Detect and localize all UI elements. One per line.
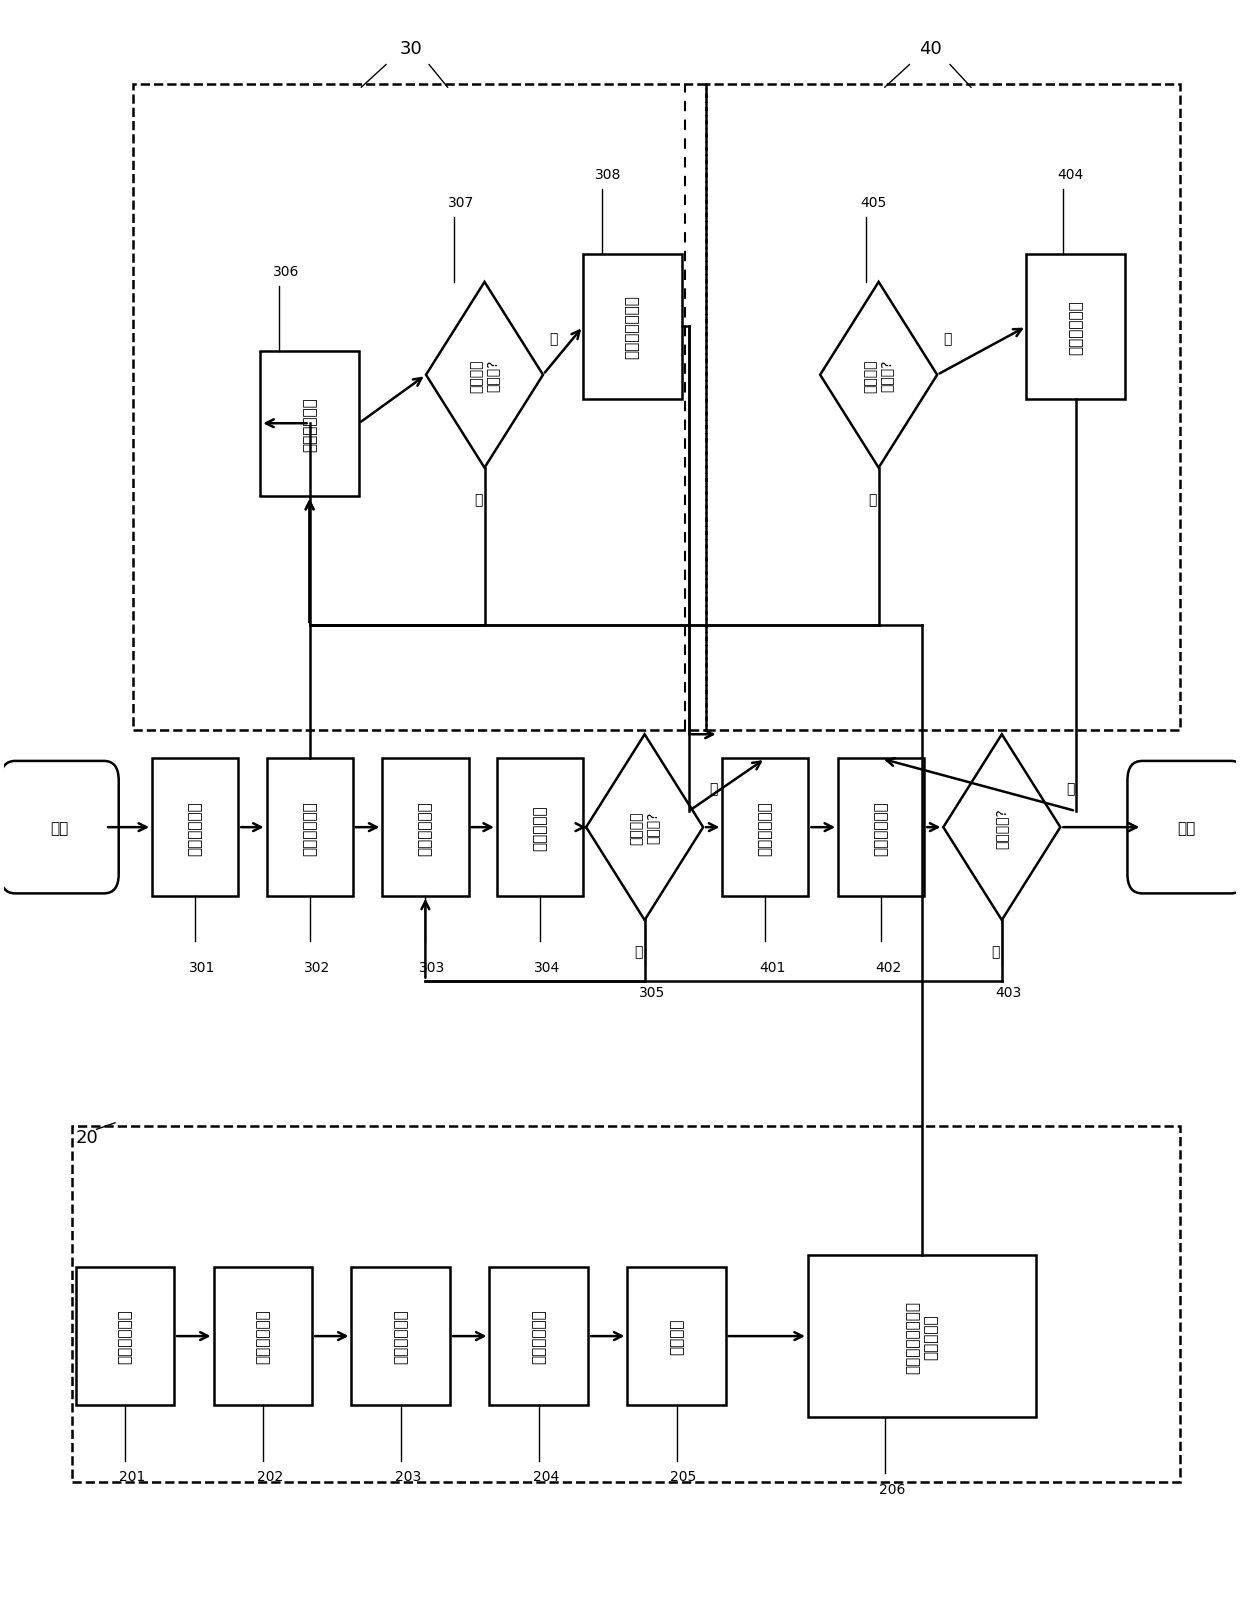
Text: 开始: 开始 — [51, 820, 68, 836]
Bar — [707, 84, 1180, 730]
Text: 40: 40 — [919, 41, 941, 58]
Polygon shape — [820, 282, 937, 469]
Text: 记录振动信号: 记录振动信号 — [874, 800, 889, 855]
Text: 20: 20 — [76, 1128, 98, 1147]
Text: 302: 302 — [304, 961, 330, 975]
FancyBboxPatch shape — [153, 760, 238, 896]
Text: 307: 307 — [448, 196, 474, 209]
FancyBboxPatch shape — [76, 1268, 174, 1406]
FancyBboxPatch shape — [267, 760, 352, 896]
Text: 204: 204 — [532, 1469, 559, 1483]
Text: 405: 405 — [861, 196, 887, 209]
Text: 否: 否 — [944, 333, 951, 346]
Polygon shape — [587, 735, 703, 920]
Text: 否: 否 — [992, 945, 999, 959]
Text: 结束: 结束 — [1178, 820, 1195, 836]
Text: 否: 否 — [635, 945, 642, 959]
Text: 输入加工程序: 输入加工程序 — [187, 800, 202, 855]
Text: 是: 是 — [709, 781, 718, 795]
Text: 是: 是 — [868, 493, 877, 506]
Text: 303: 303 — [419, 961, 445, 975]
Text: 是: 是 — [1066, 781, 1075, 795]
FancyBboxPatch shape — [1027, 255, 1125, 399]
Text: 整合运算: 整合运算 — [670, 1318, 684, 1355]
Text: 产生回避共振频率
的加工转速: 产生回避共振频率 的加工转速 — [905, 1300, 937, 1373]
FancyBboxPatch shape — [213, 1268, 312, 1406]
Text: 输入主轴滤波: 输入主轴滤波 — [255, 1308, 270, 1363]
Text: 停止运转并告警: 停止运转并告警 — [625, 295, 640, 359]
FancyBboxPatch shape — [1127, 761, 1240, 894]
Text: 继续加工?: 继续加工? — [994, 807, 1009, 847]
FancyBboxPatch shape — [497, 760, 583, 896]
Text: 设定上限值: 设定上限值 — [532, 805, 547, 850]
Text: 量测振动信号: 量测振动信号 — [1068, 300, 1084, 354]
FancyBboxPatch shape — [260, 351, 358, 497]
FancyBboxPatch shape — [722, 760, 808, 896]
Text: 305: 305 — [639, 985, 665, 1000]
Text: 振动超过
上限值?: 振动超过 上限值? — [863, 359, 894, 393]
FancyBboxPatch shape — [351, 1268, 450, 1406]
Text: 量测振动信号: 量测振动信号 — [758, 800, 773, 855]
Polygon shape — [427, 282, 543, 469]
Text: 206: 206 — [879, 1482, 905, 1495]
Text: 量测振动信号: 量测振动信号 — [418, 800, 433, 855]
Bar — [72, 1126, 1180, 1482]
FancyBboxPatch shape — [382, 760, 469, 896]
Text: 401: 401 — [759, 961, 786, 975]
Text: 304: 304 — [533, 961, 560, 975]
Text: 是: 是 — [549, 333, 558, 346]
Text: 输入三轴滤波: 输入三轴滤波 — [393, 1308, 408, 1363]
Text: 201: 201 — [119, 1469, 145, 1483]
Text: 取得刀具数据: 取得刀具数据 — [531, 1308, 546, 1363]
Bar — [134, 84, 707, 730]
Text: 振动超过
上限值?: 振动超过 上限值? — [470, 359, 500, 393]
Text: 振动超过
上限值?: 振动超过 上限值? — [630, 812, 660, 844]
FancyBboxPatch shape — [627, 1268, 725, 1406]
Text: 301: 301 — [188, 961, 216, 975]
Text: 404: 404 — [1058, 167, 1084, 182]
Text: 否: 否 — [474, 493, 482, 506]
FancyBboxPatch shape — [583, 255, 682, 399]
Text: 203: 203 — [394, 1469, 420, 1483]
Text: 402: 402 — [875, 961, 901, 975]
FancyBboxPatch shape — [0, 761, 119, 894]
Text: 取得共振频率: 取得共振频率 — [118, 1308, 133, 1363]
FancyBboxPatch shape — [807, 1256, 1035, 1417]
FancyBboxPatch shape — [490, 1268, 588, 1406]
Polygon shape — [944, 735, 1060, 920]
Text: 306: 306 — [273, 265, 299, 279]
Text: 308: 308 — [595, 167, 621, 182]
Text: 205: 205 — [671, 1469, 697, 1483]
Text: 调整加工转速: 调整加工转速 — [303, 396, 317, 451]
Text: 202: 202 — [257, 1469, 283, 1483]
Text: 30: 30 — [399, 41, 422, 58]
FancyBboxPatch shape — [838, 760, 924, 896]
Text: 开始切削加工: 开始切削加工 — [303, 800, 317, 855]
Text: 403: 403 — [996, 985, 1022, 1000]
